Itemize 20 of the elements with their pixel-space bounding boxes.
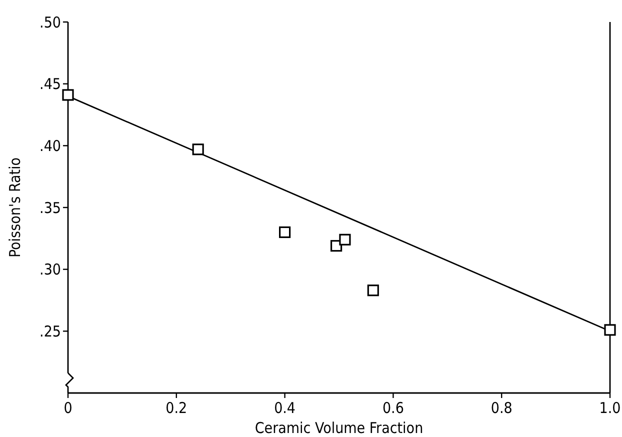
point [604,324,616,336]
y-tick-label: .25 [40,322,61,340]
x-tick-label: 0.8 [490,399,512,417]
x-tick-label: 0.6 [382,399,404,417]
y-tick-label: .45 [40,75,61,94]
point [192,144,204,156]
point [279,226,291,238]
y-tick-label: .35 [40,198,61,217]
point [339,234,351,246]
y-tick-label: .50 [40,13,61,32]
x-tick-label: 1.0 [599,399,621,417]
y-tick-label: .30 [40,260,61,279]
point [62,89,74,101]
y-tick-label: .40 [40,136,61,155]
x-tick-label: 0 [64,399,72,417]
x-axis-title: Ceramic Volume Fraction [254,419,424,437]
x-tick-label: 0.4 [274,399,296,417]
y-axis-title: Poisson's Ratio [6,157,24,258]
point [367,284,379,296]
x-tick-label: 0.2 [166,399,188,417]
